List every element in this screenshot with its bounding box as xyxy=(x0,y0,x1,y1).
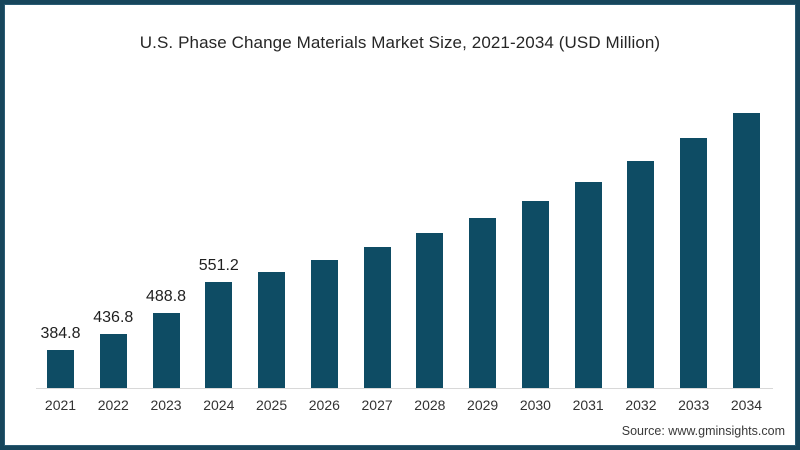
x-tick-label: 2025 xyxy=(255,397,288,413)
bar-2032 xyxy=(627,161,655,388)
x-tick-2025: 2025 xyxy=(255,397,288,413)
x-tick-label: 2024 xyxy=(203,397,235,413)
x-tick-2029: 2029 xyxy=(467,397,499,413)
x-tick-label: 2031 xyxy=(572,397,604,413)
x-axis-labels: 2021 2022 2023 2024 2025 2026 2027 2028 2029 2030… xyxy=(44,397,763,413)
bar-2025 xyxy=(258,272,286,388)
source-text: Source: www.gminsights.com xyxy=(621,424,785,438)
x-tick-2021: 2021 xyxy=(44,397,77,413)
x-tick-2034: 2034 xyxy=(730,397,763,413)
x-tick-label: 2033 xyxy=(678,397,710,413)
x-tick-label: 2027 xyxy=(361,397,393,413)
bar-2031 xyxy=(574,182,602,388)
bar-2022: 436.8 xyxy=(93,309,133,388)
x-tick-2028: 2028 xyxy=(414,397,446,413)
bar-2034 xyxy=(732,113,760,388)
bar-value-label: 384.8 xyxy=(40,325,81,342)
bar-2021: 384.8 xyxy=(40,325,81,388)
x-tick-label: 2026 xyxy=(308,397,340,413)
bar-2028 xyxy=(416,233,444,388)
chart-title: U.S. Phase Change Materials Market Size,… xyxy=(139,33,661,52)
bar-2024: 551.2 xyxy=(199,257,239,388)
x-tick-label: 2034 xyxy=(730,397,763,413)
x-tick-2023: 2023 xyxy=(150,397,182,413)
bar-2033 xyxy=(680,138,708,388)
x-tick-2030: 2030 xyxy=(519,397,551,413)
x-tick-label: 2021 xyxy=(44,397,77,413)
bar-2027 xyxy=(363,247,391,388)
bar-value-label: 436.8 xyxy=(93,309,134,326)
bar-2029 xyxy=(469,218,497,388)
x-tick-label: 2029 xyxy=(467,397,499,413)
bar-2030 xyxy=(521,201,549,388)
bar-2026 xyxy=(310,260,338,388)
x-tick-label: 2023 xyxy=(150,397,182,413)
bar-value-label: 488.8 xyxy=(146,288,187,305)
x-tick-2026: 2026 xyxy=(308,397,340,413)
x-tick-2033: 2033 xyxy=(678,397,710,413)
x-tick-2027: 2027 xyxy=(361,397,393,413)
x-tick-label: 2030 xyxy=(519,397,551,413)
x-tick-2031: 2031 xyxy=(572,397,604,413)
x-tick-2032: 2032 xyxy=(625,397,657,413)
x-tick-label: 2028 xyxy=(414,397,446,413)
x-tick-2022: 2022 xyxy=(97,397,129,413)
x-axis-line xyxy=(36,388,773,389)
x-tick-label: 2032 xyxy=(625,397,657,413)
x-tick-label: 2022 xyxy=(97,397,129,413)
bar-2023: 488.8 xyxy=(146,288,186,388)
plot-area: 384.8 436.8 488.8 551.2 xyxy=(40,0,760,388)
bar-value-label: 551.2 xyxy=(198,257,239,274)
x-tick-2024: 2024 xyxy=(203,397,235,413)
